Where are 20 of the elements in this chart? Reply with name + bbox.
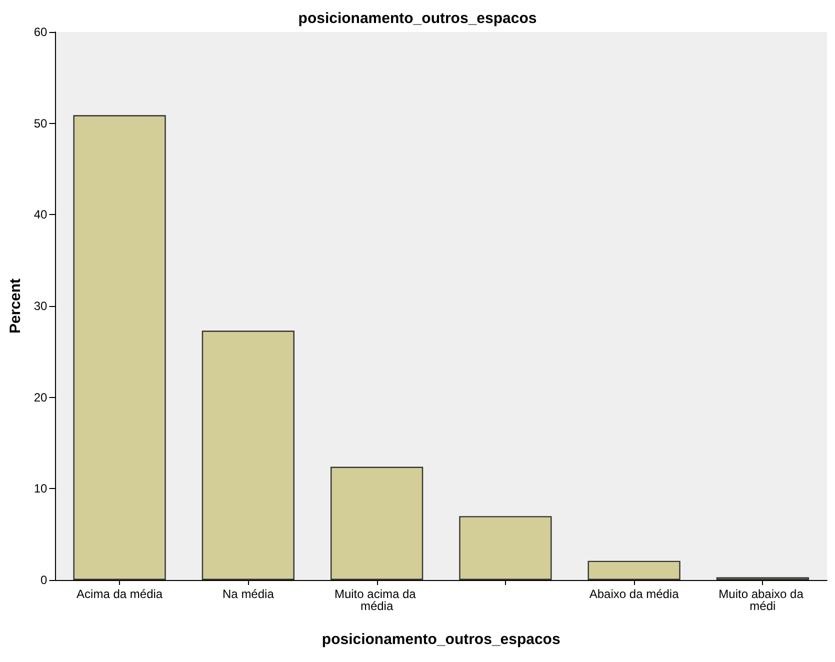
x-axis-title: posicionamento_outros_espacos xyxy=(322,631,560,648)
x-tick-label: Acima da média xyxy=(76,587,163,601)
y-axis-title: Percent xyxy=(7,278,24,334)
bar xyxy=(202,330,294,580)
x-tick-label: Muito abaixo da médi xyxy=(718,587,807,613)
y-tick-label: 50 xyxy=(34,116,48,130)
x-tick-label: Na média xyxy=(222,587,274,601)
y-tick-label: 10 xyxy=(34,482,48,496)
y-tick-label: 20 xyxy=(34,390,48,404)
chart-title: posicionamento_outros_espacos xyxy=(298,10,537,27)
y-tick-label: 0 xyxy=(40,573,48,587)
bar xyxy=(73,115,166,580)
y-tick-label: 30 xyxy=(34,299,48,313)
x-tick-label: Abaixo da média xyxy=(589,587,680,601)
bar xyxy=(330,466,424,580)
bar xyxy=(588,560,680,580)
y-tick-label: 60 xyxy=(34,25,48,39)
bar xyxy=(459,516,552,580)
y-tick-label: 40 xyxy=(34,208,48,222)
x-tick-label: Muito acima da média xyxy=(334,587,420,613)
